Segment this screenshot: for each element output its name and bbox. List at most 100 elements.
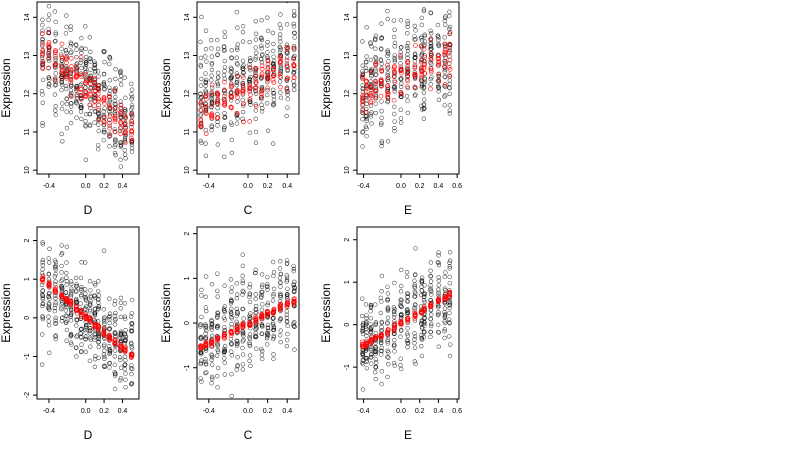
observed-point — [40, 28, 45, 33]
observed-point — [442, 103, 447, 108]
observed-point — [240, 292, 245, 297]
observed-point — [198, 360, 204, 366]
observed-point — [199, 336, 204, 341]
observed-point — [113, 94, 118, 100]
observed-point — [419, 325, 425, 330]
observed-point — [391, 34, 397, 40]
observed-point — [40, 314, 45, 319]
fitted-point — [428, 86, 433, 92]
observed-point — [102, 317, 107, 322]
observed-point — [83, 111, 89, 117]
x-tick-label: 0.4 — [282, 408, 292, 415]
observed-point — [209, 96, 214, 102]
observed-point — [60, 101, 65, 106]
x-tick-label: -0.4 — [203, 408, 215, 415]
fitted-point — [412, 65, 418, 71]
observed-point — [392, 40, 398, 46]
observed-point — [278, 339, 283, 345]
observed-point — [68, 88, 74, 93]
observed-point — [436, 41, 441, 47]
observed-point — [209, 124, 214, 130]
observed-point — [247, 291, 252, 296]
observed-point — [83, 54, 89, 60]
observed-point — [228, 297, 234, 302]
observed-point — [53, 271, 58, 277]
observed-point — [363, 68, 369, 74]
observed-point — [264, 331, 270, 336]
observed-point — [385, 8, 390, 14]
observed-point — [270, 141, 276, 146]
observed-point — [241, 63, 246, 68]
fitted-point — [373, 62, 379, 68]
fitted-point — [129, 129, 135, 135]
observed-point — [447, 280, 452, 286]
x-tick-label: 0.2 — [99, 183, 109, 190]
observed-point — [46, 4, 52, 9]
observed-point — [78, 109, 84, 114]
fitted-point — [64, 72, 70, 78]
observed-point — [421, 297, 427, 303]
observed-point — [229, 316, 235, 321]
observed-point — [413, 302, 418, 307]
observed-point — [447, 111, 453, 116]
x-tick-label: 0.4 — [118, 183, 128, 190]
observed-point — [101, 307, 107, 312]
fitted-point — [247, 65, 253, 70]
observed-point — [392, 111, 397, 117]
observed-point — [83, 157, 89, 162]
plot-frame — [356, 1, 460, 175]
observed-point — [198, 91, 203, 96]
observed-point — [74, 284, 79, 289]
fitted-point — [209, 82, 215, 88]
fitted-point — [428, 36, 433, 42]
observed-point — [235, 25, 240, 30]
observed-point — [240, 280, 245, 286]
observed-point — [101, 81, 106, 87]
observed-point — [392, 53, 397, 58]
fitted-point — [368, 91, 374, 96]
observed-point — [40, 316, 45, 322]
observed-point — [64, 244, 70, 250]
fitted-point — [368, 340, 374, 345]
observed-point — [428, 28, 433, 33]
observed-point — [234, 341, 240, 347]
observed-point — [113, 316, 118, 322]
observed-point — [363, 326, 369, 331]
fitted-point — [118, 131, 124, 137]
observed-point — [369, 361, 374, 366]
observed-point — [47, 246, 52, 251]
observed-point — [278, 280, 283, 285]
observed-point — [235, 341, 240, 346]
observed-point — [422, 33, 427, 39]
observed-point — [291, 24, 297, 29]
observed-point — [364, 333, 369, 338]
fitted-point — [413, 43, 418, 48]
fitted-point — [59, 75, 65, 81]
fitted-point — [259, 88, 265, 93]
observed-point — [234, 121, 240, 126]
observed-point — [278, 295, 283, 300]
fitted-point — [107, 125, 113, 131]
observed-point — [428, 286, 433, 291]
x-tick-label: 0.6 — [452, 408, 462, 415]
observed-point — [392, 84, 398, 90]
fitted-point — [101, 119, 107, 124]
observed-point — [372, 349, 378, 354]
observed-point — [118, 333, 124, 339]
fitted-point — [198, 121, 204, 127]
fitted-point — [112, 88, 118, 94]
observed-point — [222, 308, 227, 313]
observed-point — [284, 312, 289, 317]
observed-point — [428, 76, 433, 82]
observed-point — [222, 347, 228, 353]
observed-point — [203, 323, 208, 329]
observed-point — [385, 321, 390, 326]
observed-point — [46, 56, 51, 62]
observed-point — [83, 62, 89, 67]
fitted-point — [68, 64, 74, 69]
fitted-point — [102, 326, 107, 332]
fitted-point — [92, 75, 98, 81]
observed-point — [52, 308, 58, 314]
